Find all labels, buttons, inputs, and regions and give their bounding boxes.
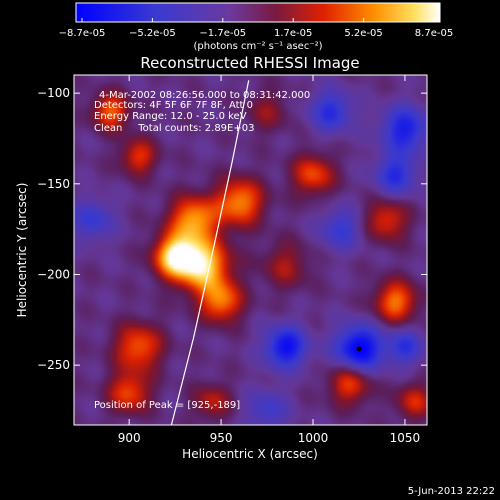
chart-title: Reconstructed RHESSI Image xyxy=(140,54,359,72)
colorbar-label: (photons cm⁻² s⁻¹ asec⁻²) xyxy=(193,41,322,52)
annotation-clean: Clean Total counts: 2.89E+03 xyxy=(94,123,254,134)
axis-ticks: 900 950 1000 1050 −100 −150 −200 −250 xyxy=(37,75,427,445)
annotation-time: 4-Mar-2002 08:26:56.000 to 08:31:42.000 xyxy=(99,90,310,101)
colorbar-tick-label: −1.7e-05 xyxy=(199,28,246,39)
colorbar-tick-label: −8.7e-05 xyxy=(59,28,106,39)
annotation-detectors: Detectors: 4F 5F 6F 7F 8F, Att 0 xyxy=(94,100,253,111)
annotation-peak: Position of Peak = [925,-189] xyxy=(94,400,240,411)
x-tick-label: 950 xyxy=(210,431,233,445)
y-tick-label: −100 xyxy=(37,86,70,100)
peak-marker xyxy=(356,346,362,352)
solar-limb-line xyxy=(170,80,250,425)
plot-frame xyxy=(73,74,428,426)
footer-date: 5-Jun-2013 22:22 xyxy=(408,486,495,497)
x-tick-label: 1050 xyxy=(390,431,421,445)
colorbar-ticks: −8.7e-05 −5.2e-05 −1.7e-05 1.7e-05 5.2e-05 8.… xyxy=(59,18,453,39)
annotation-energy: Energy Range: 12.0 - 25.0 keV xyxy=(94,111,247,122)
y-tick-label: −150 xyxy=(37,177,70,191)
colorbar xyxy=(75,2,441,23)
y-axis-label: Heliocentric Y (arcsec) xyxy=(15,183,29,318)
y-tick-label: −200 xyxy=(37,267,70,281)
x-tick-label: 1000 xyxy=(298,431,329,445)
x-axis-label: Heliocentric X (arcsec) xyxy=(182,447,318,461)
y-tick-label: −250 xyxy=(37,358,70,372)
heatmap-image xyxy=(74,75,427,425)
colorbar-tick-label: −5.2e-05 xyxy=(129,28,176,39)
colorbar-tick-label: 8.7e-05 xyxy=(415,28,453,39)
colorbar-tick-label: 1.7e-05 xyxy=(274,28,312,39)
x-tick-label: 900 xyxy=(118,431,141,445)
colorbar-tick-label: 5.2e-05 xyxy=(344,28,382,39)
